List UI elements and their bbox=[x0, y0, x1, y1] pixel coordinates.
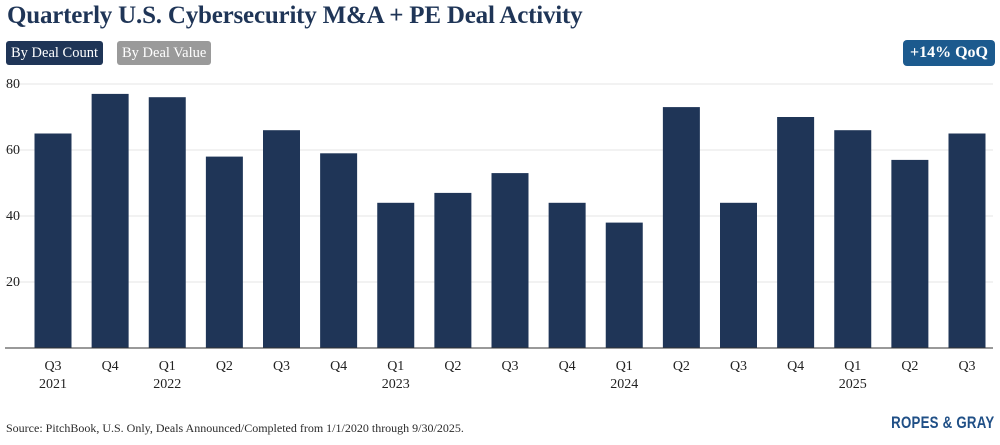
x-axis-ticks: Q3 2021 Q4 Q1 2022 Q2 Q3 Q4 Q1 2023 Q2 Q3 Q4 Q1 2024 Q2… bbox=[39, 359, 976, 392]
bar[interactable] bbox=[91, 93, 129, 349]
bars bbox=[34, 93, 986, 349]
x-tick-quarter-label: Q2 bbox=[673, 359, 690, 374]
x-tick-quarter-label: Q1 bbox=[844, 359, 861, 374]
bar[interactable] bbox=[205, 156, 243, 348]
y-tick-label: 40 bbox=[6, 209, 20, 224]
bar[interactable] bbox=[377, 202, 415, 348]
x-tick-quarter-label: Q4 bbox=[330, 359, 347, 374]
source-note: Source: PitchBook, U.S. Only, Deals Anno… bbox=[6, 421, 464, 435]
bar[interactable] bbox=[148, 97, 186, 348]
x-tick-year-label: 2022 bbox=[153, 377, 181, 392]
by-deal-value-toggle[interactable]: By Deal Value bbox=[117, 41, 212, 65]
x-tick-quarter-label: Q1 bbox=[387, 359, 404, 374]
x-tick-quarter-label: Q4 bbox=[787, 359, 804, 374]
bar[interactable] bbox=[777, 117, 815, 348]
bar[interactable] bbox=[491, 173, 529, 348]
x-tick-quarter-label: Q3 bbox=[501, 359, 518, 374]
ropes-gray-logo: ROPES & GRAY bbox=[890, 413, 994, 432]
x-tick-quarter-label: Q3 bbox=[958, 359, 975, 374]
y-axis-ticks: 20 40 60 80 bbox=[6, 77, 20, 290]
x-tick-year-label: 2025 bbox=[839, 377, 867, 392]
bar[interactable] bbox=[662, 107, 700, 348]
x-tick-quarter-label: Q2 bbox=[444, 359, 461, 374]
y-tick-label: 60 bbox=[6, 143, 20, 158]
x-tick-quarter-label: Q3 bbox=[44, 359, 61, 374]
bar[interactable] bbox=[263, 130, 300, 348]
bar[interactable] bbox=[34, 133, 72, 349]
bar[interactable] bbox=[720, 202, 757, 348]
bar[interactable] bbox=[948, 133, 986, 349]
chart-title: Quarterly U.S. Cybersecurity M&A + PE De… bbox=[7, 2, 583, 29]
x-tick-quarter-label: Q1 bbox=[159, 359, 176, 374]
x-tick-year-label: 2023 bbox=[382, 377, 410, 392]
x-tick-quarter-label: Q3 bbox=[730, 359, 747, 374]
x-tick-year-label: 2024 bbox=[610, 377, 638, 392]
x-tick-quarter-label: Q3 bbox=[273, 359, 290, 374]
bar[interactable] bbox=[834, 130, 872, 348]
bar[interactable] bbox=[891, 159, 929, 348]
qoq-change-badge: +14% QoQ bbox=[902, 40, 995, 66]
x-tick-quarter-label: Q1 bbox=[616, 359, 633, 374]
y-tick-label: 80 bbox=[6, 77, 20, 92]
bar[interactable] bbox=[434, 192, 472, 348]
x-tick-quarter-label: Q4 bbox=[559, 359, 576, 374]
bar[interactable] bbox=[548, 202, 586, 348]
by-deal-count-toggle[interactable]: By Deal Count bbox=[6, 41, 103, 65]
bar[interactable] bbox=[320, 153, 358, 348]
x-tick-year-label: 2021 bbox=[39, 377, 67, 392]
bar[interactable] bbox=[605, 222, 643, 348]
x-tick-quarter-label: Q4 bbox=[102, 359, 119, 374]
x-tick-quarter-label: Q2 bbox=[901, 359, 918, 374]
x-tick-quarter-label: Q2 bbox=[216, 359, 233, 374]
y-tick-label: 20 bbox=[6, 275, 20, 290]
